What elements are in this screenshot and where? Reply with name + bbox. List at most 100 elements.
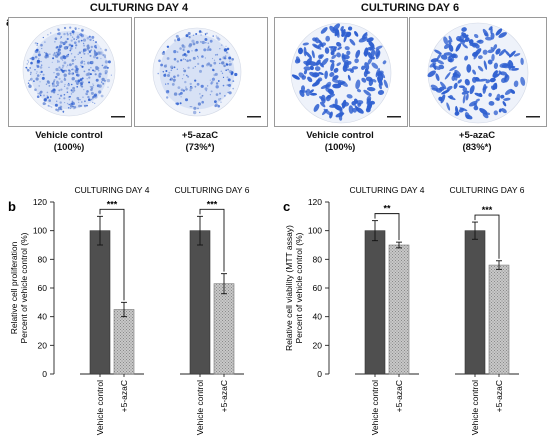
stained-cell	[62, 111, 65, 113]
stained-cell	[36, 95, 40, 98]
stained-cell	[69, 95, 71, 98]
stained-cell	[42, 102, 46, 106]
stained-cell	[498, 108, 502, 113]
y-tick-label: 20	[313, 340, 323, 350]
stained-cell	[191, 39, 195, 43]
stained-cell	[477, 65, 484, 72]
stained-cell	[195, 33, 198, 35]
stained-cell	[185, 54, 188, 57]
stained-cell	[173, 66, 176, 69]
stained-cell	[444, 72, 451, 80]
stained-cell	[314, 79, 319, 86]
stained-cell	[74, 59, 76, 61]
stained-cell	[69, 63, 72, 67]
stained-cell	[89, 54, 92, 57]
stained-cell	[62, 59, 64, 61]
stained-cell	[80, 64, 82, 67]
stained-cell	[355, 100, 364, 105]
y-tick-label: 80	[38, 254, 48, 264]
stained-cell	[468, 39, 474, 45]
stained-cell	[215, 103, 218, 106]
significance-label: **	[383, 204, 391, 214]
stained-cell	[222, 84, 225, 87]
stained-cell	[447, 57, 453, 62]
stained-cell	[75, 44, 78, 47]
stained-cell	[346, 50, 351, 56]
stained-cell	[81, 60, 84, 63]
stained-cell	[60, 94, 63, 97]
stained-cell	[489, 77, 496, 83]
stained-cell	[179, 47, 182, 50]
stained-cell	[173, 78, 176, 82]
y-tick-label: 40	[38, 312, 48, 322]
stained-cell	[215, 93, 219, 96]
stained-cell	[309, 71, 318, 78]
stained-cell	[46, 80, 50, 83]
stained-cell	[91, 60, 94, 64]
stained-cell	[513, 53, 521, 57]
stained-cell	[77, 34, 79, 36]
stained-cell	[34, 69, 36, 71]
stained-cell	[46, 91, 49, 94]
stained-cell	[26, 63, 29, 65]
stained-cell	[335, 112, 345, 118]
stained-cell	[201, 100, 204, 104]
stained-cell	[493, 110, 498, 116]
stained-cell	[166, 45, 170, 48]
y-axis-label: Percent of vehicle control (%)	[294, 232, 304, 343]
stained-cell	[79, 99, 81, 101]
stained-cell	[485, 36, 493, 41]
stained-cell	[185, 98, 188, 102]
stained-cell	[303, 69, 308, 75]
stained-cell	[367, 57, 373, 65]
stained-cell	[190, 85, 192, 88]
stained-cell	[197, 62, 200, 65]
stained-cell	[194, 85, 197, 88]
stained-cell	[57, 33, 59, 35]
scale-bar	[111, 116, 125, 118]
y-tick-label: 0	[317, 369, 322, 379]
stained-cell	[90, 49, 92, 51]
stained-cell	[494, 82, 498, 90]
stained-cell	[61, 41, 64, 44]
stained-cell	[329, 59, 335, 63]
stained-cell	[90, 45, 94, 49]
stained-cell	[503, 97, 511, 101]
stained-cell	[58, 66, 61, 69]
stained-cell	[479, 108, 488, 115]
stained-cell	[436, 59, 445, 65]
stained-cell	[227, 78, 231, 82]
chart-panel-c: c 0 20 40 60 80 100 120 Relative cell viability …	[283, 185, 525, 435]
stained-cell	[94, 102, 96, 104]
stained-cell	[56, 59, 59, 62]
stained-cell	[195, 40, 199, 44]
stained-cell	[193, 110, 197, 115]
stained-cell	[54, 41, 56, 43]
stained-cell	[475, 98, 480, 102]
caption-label: Vehicle control	[35, 130, 103, 141]
stained-cell	[90, 91, 94, 95]
stained-cell	[165, 83, 167, 85]
stained-cell	[56, 81, 60, 85]
stained-cell	[327, 88, 334, 95]
stained-cell	[76, 73, 80, 77]
bar-vehicle-control	[89, 230, 111, 375]
stained-cell	[64, 83, 66, 86]
stained-cell	[38, 58, 40, 60]
stained-cell	[103, 66, 107, 69]
caption-label: +5-azaC	[181, 130, 219, 141]
stained-cell	[352, 107, 357, 113]
stained-cell	[496, 93, 501, 101]
stained-cell	[461, 27, 467, 32]
cell-haze	[159, 34, 235, 110]
stained-cell	[377, 72, 384, 82]
stained-cell	[31, 56, 35, 61]
stained-cell	[234, 72, 238, 77]
stained-cell	[184, 80, 187, 84]
significance-label: ***	[482, 205, 493, 215]
stained-cell	[86, 90, 89, 93]
stained-cell	[49, 53, 51, 55]
stained-cell	[177, 86, 181, 89]
stained-cell	[56, 100, 58, 102]
stained-cell	[365, 76, 373, 82]
